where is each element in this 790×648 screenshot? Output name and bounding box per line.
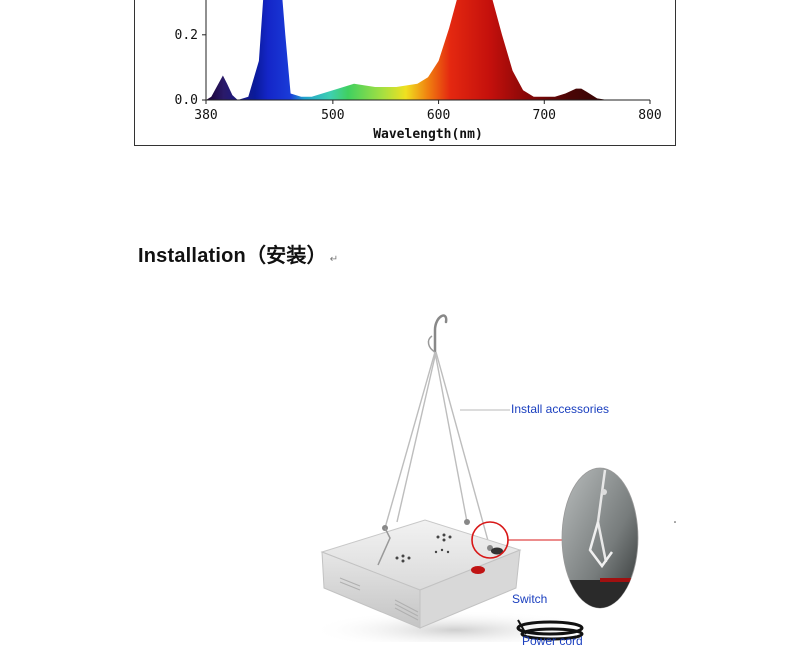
hanging-hook	[427, 314, 448, 354]
power-switch	[471, 566, 485, 574]
spectrum-series-area	[206, 0, 650, 100]
y-tick-label: 0.2	[175, 28, 198, 43]
spectrum-chart-frame	[134, 0, 676, 146]
hanging-cables	[384, 351, 491, 549]
x-tick-label: 800	[638, 108, 661, 123]
installation-title: Installation（安装）	[138, 245, 327, 267]
paragraph-return-mark: ↵	[329, 254, 339, 265]
callout-power-cord: Power cord	[522, 634, 583, 648]
installation-illustration	[310, 314, 676, 642]
x-tick-label: 700	[533, 108, 556, 123]
y-tick-label: 0.0	[175, 93, 198, 108]
zoom-inset-hook-detail	[561, 467, 639, 609]
led-grow-light-panel	[320, 519, 522, 629]
section-heading: Installation（安装） ↵	[138, 239, 338, 268]
callout-switch: Switch	[512, 592, 548, 606]
x-axis-label: Wavelength(nm)	[373, 127, 483, 142]
x-tick-label: 380	[194, 108, 217, 123]
x-tick-label: 500	[321, 108, 344, 123]
x-tick-label: 600	[427, 108, 450, 123]
spectrum-chart: 380 500 600 700 800 0.0 0.2 Wavelength(nm)	[175, 0, 662, 142]
power-cord	[516, 620, 584, 641]
callout-install-accessories: Install accessories	[511, 402, 610, 416]
